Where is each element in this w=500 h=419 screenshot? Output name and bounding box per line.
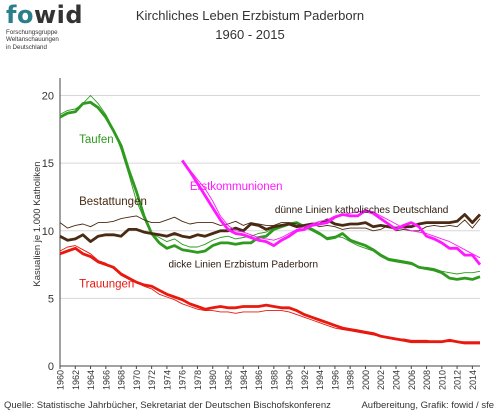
annotation-thick-lines: dicke Linien Erzbistum Paderborn	[169, 259, 319, 270]
x-tick-label: 1960	[56, 370, 66, 390]
source-note: Quelle: Statistische Jahrbücher, Sekreta…	[4, 400, 331, 411]
x-tick-label: 1968	[117, 370, 127, 390]
y-tick-label: 20	[42, 91, 54, 103]
series-label-erstkommunionen: Erstkommunionen	[190, 181, 283, 193]
x-tick-label: 1962	[71, 370, 81, 390]
y-tick-label: 0	[48, 361, 54, 373]
logo-subtitle: Forschungsgruppe Weltanschauungen in Deu…	[6, 29, 76, 51]
series-taufen-thick-line	[59, 100, 481, 281]
logo-sub-line: Weltanschauungen	[6, 36, 59, 44]
x-tick-label: 1970	[132, 370, 142, 390]
logo-fo: fo	[6, 1, 34, 29]
series-label-trauungen: Trauungen	[79, 279, 134, 291]
x-tick-label: 1978	[193, 370, 203, 390]
logo-wordmark: fowid	[6, 1, 83, 29]
series-trauungen-thick-line	[59, 246, 480, 345]
fowid-logo: fowid Forschungsgruppe Weltanschauungen …	[6, 1, 83, 51]
x-tick-label: 1974	[162, 370, 172, 390]
x-tick-label: 2002	[376, 370, 386, 390]
x-tick-label: 1966	[101, 370, 111, 390]
annotation-thin-lines: dünne Linien katholisches Deutschland	[275, 205, 448, 216]
x-tick-label: 1988	[269, 370, 279, 390]
x-tick-label: 1986	[254, 370, 264, 390]
x-tick-label: 2010	[437, 370, 447, 390]
x-tick-label: 2000	[361, 370, 371, 390]
logo-sub-line: in Deutschland	[6, 43, 47, 51]
y-axis-label: Kasualien je 1.000 Katholiken	[32, 161, 43, 286]
x-tick-label: 1990	[285, 370, 295, 390]
x-tick-label: 1976	[178, 370, 188, 390]
x-tick-label: 1992	[300, 370, 310, 390]
x-tick-label: 2006	[407, 370, 417, 390]
series-label-taufen: Taufen	[79, 134, 114, 146]
series-erstkommunionen-thick-line	[181, 159, 482, 266]
x-tick-label: 1964	[86, 370, 96, 390]
y-tick-label: 15	[42, 158, 54, 170]
credit-note: Aufbereitung, Grafik: fowid / sfe	[361, 400, 494, 411]
logo-sub-line: Forschungsgruppe	[6, 29, 58, 36]
series-erstkommunionen-thin-line	[181, 161, 481, 259]
y-tick-label: 5	[48, 293, 54, 305]
x-tick-label: 2008	[422, 370, 432, 390]
x-tick-label: 1980	[208, 370, 218, 390]
x-tick-label: 2012	[453, 370, 463, 390]
x-tick-label: 2014	[468, 370, 478, 390]
x-tick-label: 1984	[239, 370, 249, 390]
series-bestattungen-thick-line	[59, 213, 482, 243]
x-tick-label: 1972	[147, 370, 157, 390]
x-tick-label: 1994	[315, 370, 325, 390]
series-label-bestattungen: Bestattungen	[79, 196, 147, 208]
x-tick-label: 1982	[224, 370, 234, 390]
chart-subtitle: 1960 - 2015	[215, 27, 285, 42]
x-tick-label: 1996	[330, 370, 340, 390]
x-tick-label: 2004	[392, 370, 402, 390]
y-tick-label: 10	[42, 226, 54, 238]
x-tick-label: 1998	[346, 370, 356, 390]
chart-title: Kirchliches Leben Erzbistum Paderborn	[135, 8, 365, 23]
logo-wid: wid	[33, 1, 84, 29]
